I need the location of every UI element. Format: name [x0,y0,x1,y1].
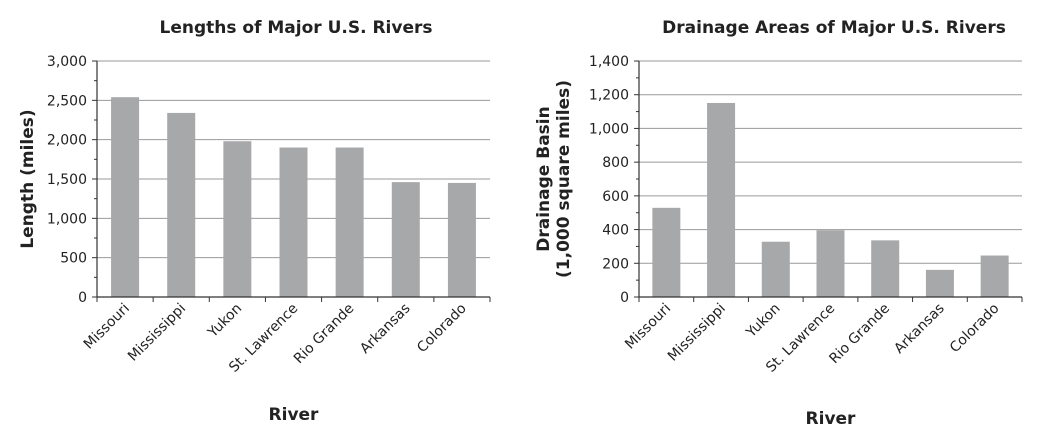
y-tick-label: 200 [602,256,629,272]
y-axis-title-line: Length (miles) [18,109,38,248]
y-tick-label: 500 [60,251,87,267]
y-axis-title: Length (miles) [18,109,38,248]
y-tick-label: 1,200 [589,88,629,104]
bar [223,141,252,297]
y-tick-label: 800 [602,155,629,171]
y-tick-label: 600 [602,189,629,205]
chart-title: Lengths of Major U.S. Rivers [159,18,432,38]
x-category-label: Colorado [947,301,1003,357]
x-category-label: Arkansas [357,301,413,357]
y-tick-label: 0 [620,290,629,306]
y-tick-label: 1,000 [47,211,87,227]
y-tick-label: 3,000 [47,54,87,70]
y-tick-label: 2,500 [47,93,87,109]
chart-river-lengths: Lengths of Major U.S. Rivers 0 500 1,000 1,5… [18,18,491,425]
x-category-label: Colorado [414,301,470,357]
x-category-label: Yukon [204,301,245,342]
bar [652,207,681,297]
x-category-label: Missouri [622,301,674,353]
x-category-label: Arkansas [891,301,947,357]
x-category-label: Mississippi [125,301,189,365]
bar [167,112,196,297]
bar [111,97,140,297]
bar [391,182,420,297]
chart-river-drainage-areas: Drainage Areas of Major U.S. Rivers 0 200 4… [534,18,1023,429]
x-axis-title: River [269,405,320,425]
y-tick-label: 0 [78,290,87,306]
bar [447,182,476,297]
x-category-label: Yukon [743,301,784,342]
y-tick-label: 400 [602,223,629,239]
bar [279,147,308,297]
bar [707,102,736,297]
bar [761,241,790,297]
x-category-label: Missouri [81,301,133,353]
y-tick-label: 2,000 [47,133,87,149]
y-tick-label: 1,400 [589,54,629,70]
bar [871,240,900,297]
x-axis-title: River [806,409,857,429]
bar [925,269,954,297]
bar [980,255,1009,297]
chart-title: Drainage Areas of Major U.S. Rivers [662,18,1006,38]
y-axis-title: Drainage Basin(1,000 square miles) [534,80,574,278]
y-axis-title-line: Drainage Basin [534,106,554,251]
bar [335,147,364,297]
x-category-label: Rio Grande [291,301,358,368]
x-category-label: Mississippi [665,301,729,365]
y-axis-title-line: (1,000 square miles) [554,80,574,278]
y-tick-label: 1,000 [589,121,629,137]
bar [816,230,845,297]
y-tick-label: 1,500 [47,172,87,188]
